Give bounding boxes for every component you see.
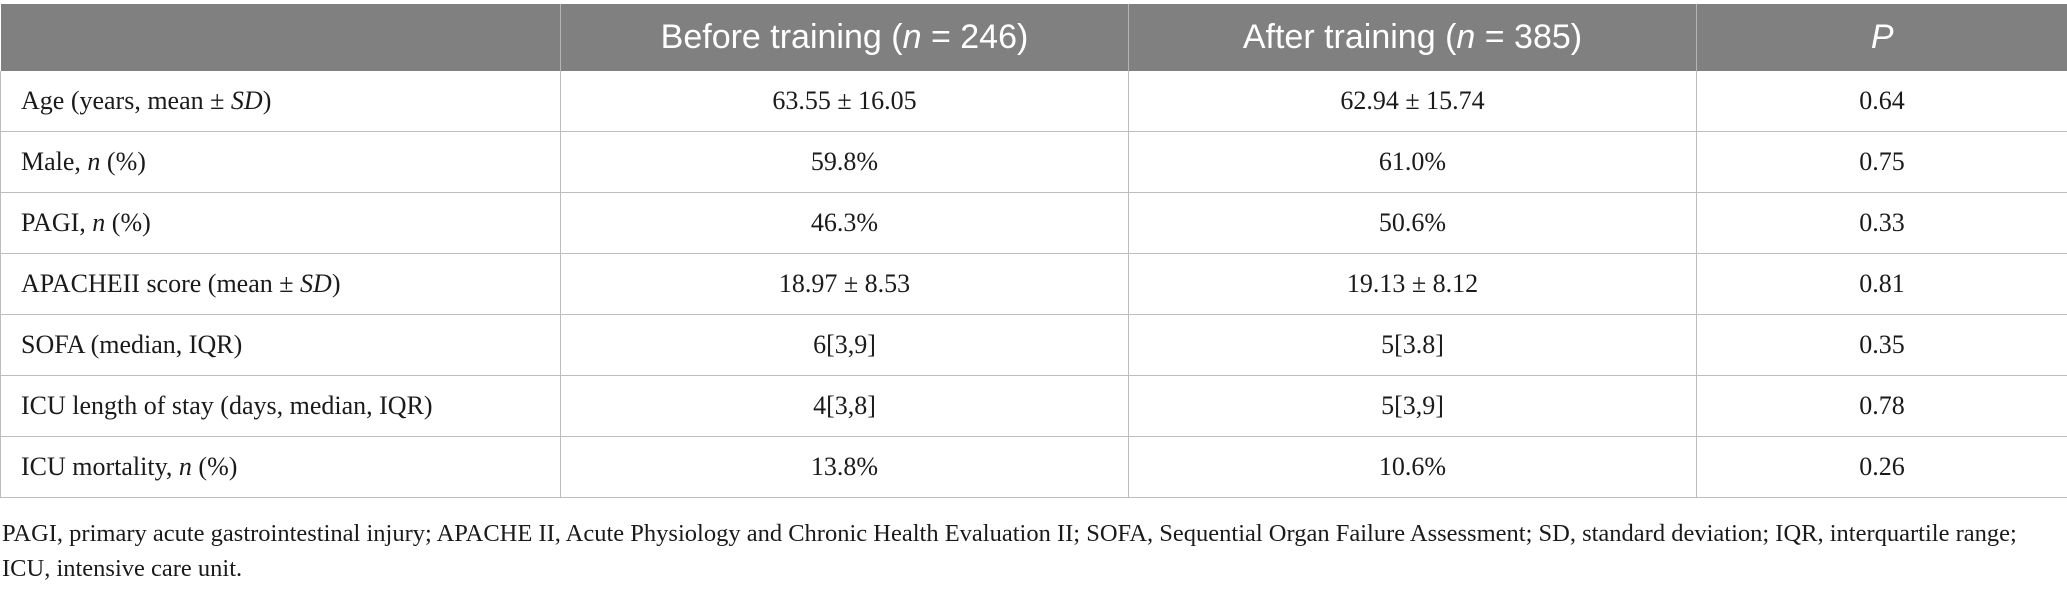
baseline-characteristics-table: Before training (n = 246) After training… — [0, 4, 2067, 498]
before-value: 4[3,8] — [560, 375, 1129, 437]
p-value: 0.35 — [1696, 314, 2067, 376]
header-cell-before-training: Before training (n = 246) — [560, 4, 1129, 71]
before-value: 18.97 ± 8.53 — [560, 253, 1129, 315]
header-cell-p-value: P — [1696, 4, 2067, 71]
after-value: 62.94 ± 15.74 — [1128, 71, 1697, 132]
table-row: ICU mortality, n (%) 13.8% 10.6% 0.26 — [0, 436, 2067, 498]
p-value: 0.78 — [1696, 375, 2067, 437]
before-value: 6[3,9] — [560, 314, 1129, 376]
before-value: 46.3% — [560, 192, 1129, 254]
before-value: 13.8% — [560, 436, 1129, 498]
after-value: 5[3,9] — [1128, 375, 1697, 437]
row-label: ICU mortality, n (%) — [0, 436, 561, 498]
table-row: Male, n (%) 59.8% 61.0% 0.75 — [0, 131, 2067, 193]
row-label: Male, n (%) — [0, 131, 561, 193]
table-row: PAGI, n (%) 46.3% 50.6% 0.33 — [0, 192, 2067, 254]
row-label: SOFA (median, IQR) — [0, 314, 561, 376]
p-value: 0.81 — [1696, 253, 2067, 315]
row-label: PAGI, n (%) — [0, 192, 561, 254]
table-row: SOFA (median, IQR) 6[3,9] 5[3.8] 0.35 — [0, 314, 2067, 376]
after-value: 5[3.8] — [1128, 314, 1697, 376]
p-value: 0.75 — [1696, 131, 2067, 193]
table-row: Age (years, mean ± SD) 63.55 ± 16.05 62.… — [0, 71, 2067, 132]
before-value: 59.8% — [560, 131, 1129, 193]
after-value: 19.13 ± 8.12 — [1128, 253, 1697, 315]
p-value: 0.33 — [1696, 192, 2067, 254]
p-value: 0.64 — [1696, 71, 2067, 132]
before-value: 63.55 ± 16.05 — [560, 71, 1129, 132]
data-table: Before training (n = 246) After training… — [0, 4, 2067, 498]
table-footnote: PAGI, primary acute gastrointestinal inj… — [2, 520, 2017, 582]
table-row: APACHEII score (mean ± SD) 18.97 ± 8.53 … — [0, 253, 2067, 315]
header-cell-after-training: After training (n = 385) — [1128, 4, 1697, 71]
table-row: ICU length of stay (days, median, IQR) 4… — [0, 375, 2067, 437]
row-label: Age (years, mean ± SD) — [0, 71, 561, 132]
after-value: 50.6% — [1128, 192, 1697, 254]
p-value: 0.26 — [1696, 436, 2067, 498]
after-value: 10.6% — [1128, 436, 1697, 498]
header-row: Before training (n = 246) After training… — [0, 4, 2067, 71]
header-cell-variable — [0, 4, 561, 71]
after-value: 61.0% — [1128, 131, 1697, 193]
row-label: ICU length of stay (days, median, IQR) — [0, 375, 561, 437]
row-label: APACHEII score (mean ± SD) — [0, 253, 561, 315]
